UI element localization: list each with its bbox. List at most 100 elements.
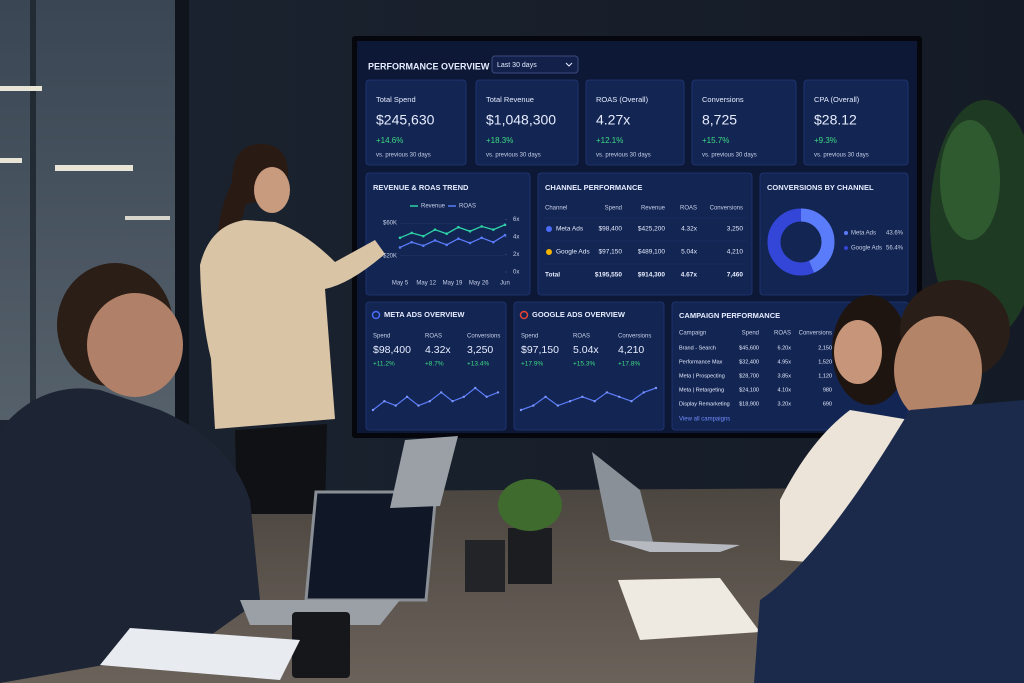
date-range[interactable]: Last 30 days bbox=[497, 62, 537, 69]
channel-title: CHANNEL PERFORMANCE bbox=[545, 183, 642, 192]
metric-label: Conversions bbox=[467, 334, 500, 340]
table-cell: $914,300 bbox=[638, 272, 665, 279]
kpi-label: Total Revenue bbox=[486, 95, 534, 104]
kpi-change: +15.7% bbox=[702, 136, 729, 145]
channel-icon bbox=[546, 249, 552, 255]
table-header: Conversions bbox=[799, 331, 832, 337]
table-cell: $24,100 bbox=[739, 387, 759, 393]
laptop-right-base bbox=[610, 540, 740, 552]
trend-point bbox=[398, 236, 402, 240]
table-cell: Meta | Prospecting bbox=[679, 373, 725, 379]
metric-change: +13.4% bbox=[467, 361, 489, 368]
kpi-change: +9.3% bbox=[814, 136, 837, 145]
kpi-value: $245,630 bbox=[376, 112, 435, 128]
x-tick-label: May 12 bbox=[416, 281, 436, 287]
trend-line bbox=[399, 224, 506, 239]
trend-point bbox=[503, 233, 507, 237]
card bbox=[365, 172, 531, 296]
table-header: Revenue bbox=[641, 206, 666, 212]
donut-title: CONVERSIONS BY CHANNEL bbox=[767, 183, 874, 192]
table-header: ROAS bbox=[774, 331, 791, 337]
table-cell: $98,400 bbox=[599, 226, 623, 233]
sparkline-point bbox=[581, 395, 584, 398]
overview-title: META ADS OVERVIEW bbox=[384, 310, 465, 319]
y-tick-label: $60K bbox=[383, 221, 397, 227]
window-frame bbox=[30, 0, 36, 420]
table-cell: $425,200 bbox=[638, 226, 665, 233]
table-cell: 2,150 bbox=[818, 345, 832, 351]
date-dropdown[interactable] bbox=[491, 55, 579, 74]
sparkline-point bbox=[439, 391, 443, 394]
table-cell: $28,700 bbox=[739, 373, 759, 379]
sparkline-point bbox=[405, 395, 409, 398]
window-frame bbox=[175, 0, 189, 500]
metric-value: $97,150 bbox=[521, 344, 559, 356]
metric-value: $98,400 bbox=[373, 344, 411, 356]
metric-change: +11.2% bbox=[373, 361, 395, 368]
sparkline bbox=[372, 387, 499, 411]
card bbox=[691, 79, 797, 166]
dashboard: PERFORMANCE OVERVIEW Last 30 days Total … bbox=[365, 55, 909, 431]
table-plant bbox=[498, 479, 562, 531]
presenter-face bbox=[254, 167, 290, 213]
trend-point bbox=[410, 240, 413, 244]
sparkline-point bbox=[462, 395, 466, 398]
kpi-value: 8,725 bbox=[702, 112, 737, 128]
kpi-note: vs. previous 30 days bbox=[702, 153, 757, 159]
sparkline-point bbox=[485, 395, 488, 398]
table-cell: 4.95x bbox=[778, 359, 792, 365]
kpi-label: Total Spend bbox=[376, 95, 416, 104]
laptop bbox=[304, 490, 438, 602]
table-cell: 1,120 bbox=[818, 373, 832, 379]
table-cell: $32,400 bbox=[739, 359, 759, 365]
table-cell: 7,460 bbox=[727, 272, 744, 279]
trend-title: REVENUE & ROAS TREND bbox=[373, 183, 469, 192]
table-header: Spend bbox=[742, 331, 759, 337]
card bbox=[537, 172, 753, 296]
sparkline-point bbox=[417, 404, 420, 407]
table-cell: 3.85x bbox=[778, 373, 792, 379]
campaign-link[interactable]: View all campaigns bbox=[679, 417, 730, 423]
card bbox=[513, 301, 665, 431]
y2-tick-label: 4x bbox=[513, 235, 519, 241]
brand-icon bbox=[519, 310, 529, 320]
trend-point bbox=[398, 246, 402, 249]
x-tick-label: Jun bbox=[500, 281, 510, 287]
ceiling-light bbox=[0, 158, 22, 163]
trend-point bbox=[480, 236, 483, 240]
metric-label: Spend bbox=[373, 334, 390, 340]
sparkline-point bbox=[568, 400, 572, 403]
table-cell: $18,900 bbox=[739, 401, 759, 407]
sparkline-point bbox=[496, 391, 500, 394]
trend-point bbox=[503, 223, 507, 227]
table-cell: 1,520 bbox=[818, 359, 832, 365]
paper bbox=[100, 628, 300, 680]
table-cell: 4.32x bbox=[681, 226, 698, 233]
x-tick-label: May 26 bbox=[469, 281, 489, 287]
legend-dot bbox=[844, 231, 848, 235]
presenter-pants bbox=[235, 424, 327, 514]
table-cell: 690 bbox=[823, 401, 832, 407]
legend-label: Google Ads bbox=[851, 246, 882, 252]
metric-label: Conversions bbox=[618, 334, 651, 340]
table-cell: $195,550 bbox=[595, 272, 622, 279]
legend-label: Revenue bbox=[421, 204, 446, 210]
sparkline-point bbox=[428, 400, 432, 403]
presenter-blazer bbox=[200, 220, 385, 429]
sparkline-point bbox=[654, 386, 658, 390]
table-header: Conversions bbox=[710, 206, 743, 212]
legend-value: 56.4% bbox=[886, 246, 904, 252]
people bbox=[0, 143, 1024, 683]
pen-cup bbox=[465, 540, 505, 592]
metric-label: Spend bbox=[521, 334, 538, 340]
kpi-change: +18.3% bbox=[486, 136, 513, 145]
trend-point bbox=[433, 228, 437, 231]
sparkline-point bbox=[605, 391, 609, 394]
ceiling-light bbox=[55, 165, 133, 171]
table-cell: $97,150 bbox=[599, 249, 623, 256]
metric-value: 4.32x bbox=[425, 344, 451, 356]
table-cell: Meta | Retargeting bbox=[679, 387, 724, 393]
brand-icon bbox=[371, 310, 381, 320]
table-cell: $45,600 bbox=[739, 345, 759, 351]
